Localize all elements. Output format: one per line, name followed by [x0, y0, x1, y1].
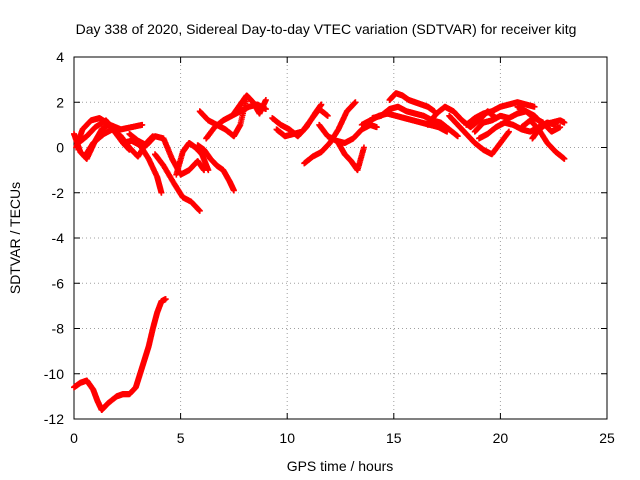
series-track-25 [514, 103, 568, 128]
data-point [561, 155, 568, 162]
data-point [360, 144, 367, 151]
series-track-6 [152, 151, 203, 214]
x-tick-label: 15 [386, 430, 402, 446]
data-point [318, 101, 325, 108]
series-track-5 [126, 130, 208, 178]
y-tick-label: -6 [52, 275, 65, 291]
axis-ticks: 0 5 10 15 20 25 -12 -10 -8 -6 -4 -2 0 2 4 [44, 49, 615, 446]
x-axis-label: GPS time / hours [287, 458, 394, 474]
x-tick-label: 5 [177, 430, 185, 446]
x-tick-label: 10 [279, 430, 295, 446]
chart-title: Day 338 of 2020, Sidereal Day-to-day VTE… [76, 21, 577, 37]
data-point [158, 189, 165, 196]
data-point [139, 121, 146, 128]
series-track-13 [273, 106, 331, 140]
data-point [531, 103, 538, 110]
data-point [205, 167, 212, 174]
y-tick-label: -8 [52, 321, 65, 337]
data-point [505, 128, 512, 135]
x-tick-label: 0 [70, 430, 78, 446]
series-track-21 [446, 112, 512, 158]
series-track-11 [230, 92, 269, 117]
data-point [561, 119, 568, 126]
y-tick-label: 4 [56, 49, 64, 65]
data-point [262, 96, 269, 103]
y-tick-label: -10 [44, 366, 64, 382]
y-tick-label: -4 [52, 230, 65, 246]
series-track-19 [386, 90, 438, 115]
series-track-27 [529, 121, 564, 142]
data-point [557, 124, 564, 131]
series-track-8 [194, 142, 237, 194]
x-tick-label: 20 [493, 430, 509, 446]
x-tick-label: 25 [599, 430, 615, 446]
y-tick-label: -2 [52, 185, 65, 201]
series-track-15 [316, 121, 380, 146]
data-point [230, 187, 237, 194]
series-track-16 [335, 139, 367, 174]
data-point [196, 207, 203, 214]
data-point [373, 124, 380, 131]
data-point [454, 133, 461, 140]
data-point [324, 112, 331, 119]
y-axis-label: SDTVAR / TECUs [7, 182, 23, 294]
series-track-28 [71, 296, 169, 413]
data-point [162, 296, 169, 303]
data-points [71, 90, 568, 413]
data-point [352, 99, 359, 106]
series-track-22 [463, 99, 538, 128]
y-tick-label: 0 [56, 140, 64, 156]
y-tick-label: -12 [44, 411, 64, 427]
y-tick-label: 2 [56, 94, 64, 110]
